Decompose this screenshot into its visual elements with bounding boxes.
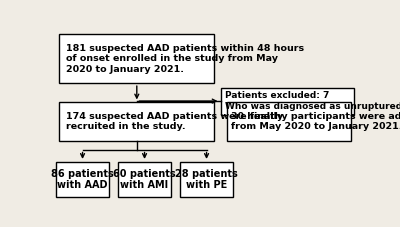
Text: 174 suspected AAD patients were finally
recruited in the study.: 174 suspected AAD patients were finally … [66, 112, 283, 131]
FancyBboxPatch shape [227, 102, 351, 141]
Text: 181 suspected AAD patients within 48 hours
of onset enrolled in the study from M: 181 suspected AAD patients within 48 hou… [66, 44, 304, 74]
FancyBboxPatch shape [180, 162, 233, 197]
FancyBboxPatch shape [220, 88, 354, 115]
Text: 30 healthy participants were admitted
from May 2020 to January 2021.: 30 healthy participants were admitted fr… [231, 112, 400, 131]
Text: 28 patients
with PE: 28 patients with PE [175, 168, 238, 190]
FancyBboxPatch shape [59, 34, 214, 83]
FancyBboxPatch shape [59, 102, 214, 141]
FancyBboxPatch shape [56, 162, 109, 197]
Text: 86 patients
with AAD: 86 patients with AAD [51, 168, 114, 190]
FancyBboxPatch shape [118, 162, 171, 197]
Text: Patients excluded: 7
Who was diagnosed as unruptured aortic intermural: Patients excluded: 7 Who was diagnosed a… [225, 91, 400, 111]
Text: 60 patients
with AMI: 60 patients with AMI [113, 168, 176, 190]
